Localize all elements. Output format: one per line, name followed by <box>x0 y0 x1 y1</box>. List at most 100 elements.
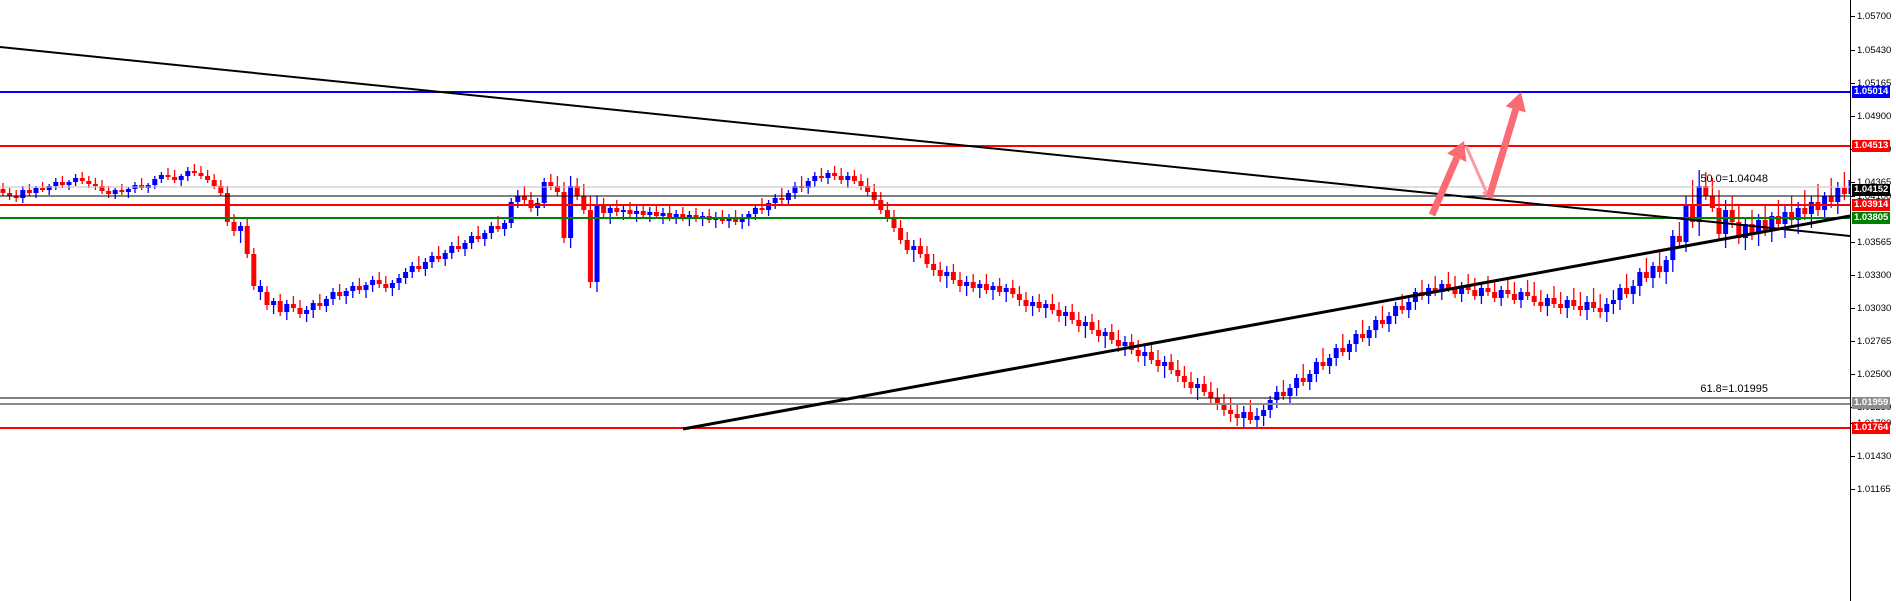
candle <box>310 300 316 318</box>
price-badge-support-green[interactable]: 1.03805 <box>1852 212 1891 224</box>
candle <box>785 190 791 206</box>
candle <box>73 174 79 186</box>
candle <box>436 246 442 262</box>
candle <box>1789 196 1795 226</box>
candle <box>1056 302 1062 322</box>
candle <box>1505 278 1511 298</box>
tick-mark <box>1851 456 1855 457</box>
candle <box>891 210 897 232</box>
price-badge-resistance-red-hi[interactable]: 1.04513 <box>1852 140 1891 152</box>
candle <box>304 306 310 322</box>
price-tick: 1.05700 <box>1851 11 1896 23</box>
candle <box>1261 404 1267 426</box>
tick-mark <box>1851 308 1855 309</box>
price-badge-last-price[interactable]: 1.04152 <box>1852 184 1891 196</box>
price-badge-support-red-low[interactable]: 1.01764 <box>1852 422 1891 434</box>
candle <box>86 176 92 188</box>
price-chart-plot[interactable]: 50.0=1.04048 61.8=1.01995 <box>0 0 1850 601</box>
tick-label: 1.03030 <box>1857 303 1892 314</box>
candle <box>957 272 963 292</box>
candle <box>1459 282 1465 302</box>
candle <box>653 205 659 219</box>
candle <box>1254 408 1260 429</box>
tick-mark <box>1851 83 1855 84</box>
candle <box>1531 282 1537 306</box>
candle <box>924 246 930 268</box>
candle <box>1485 276 1491 296</box>
horizontal-level-lines <box>0 91 1850 429</box>
candle <box>1162 356 1168 378</box>
candle <box>1030 296 1036 316</box>
price-badge-resistance-red-lo[interactable]: 1.03914 <box>1852 199 1891 211</box>
candle <box>422 258 428 276</box>
candle <box>1122 336 1128 356</box>
tick-label: 1.01430 <box>1857 451 1892 462</box>
price-tick: 1.02500 <box>1851 369 1896 381</box>
candle <box>343 288 349 304</box>
candle <box>1571 288 1577 310</box>
candle <box>950 264 956 284</box>
candle <box>297 300 303 318</box>
candle <box>475 226 481 242</box>
candle <box>469 232 475 249</box>
projection-arrow-group <box>1428 92 1526 217</box>
chart-svg: 50.0=1.04048 61.8=1.01995 <box>0 46 1850 431</box>
candle <box>79 172 85 184</box>
candle <box>1168 354 1174 374</box>
candle <box>191 164 197 176</box>
candle <box>1604 298 1610 322</box>
candle <box>363 282 369 298</box>
projection-arrow-up-1-shaft <box>1428 156 1460 217</box>
candle <box>825 170 831 184</box>
candle <box>1544 294 1550 316</box>
candle <box>1478 284 1484 304</box>
candle <box>1597 294 1603 318</box>
trendline-group <box>0 46 1850 431</box>
candle <box>429 252 435 268</box>
candle <box>581 184 587 214</box>
projection-arrow-up-2-head[interactable] <box>1505 92 1526 113</box>
candle <box>290 296 296 312</box>
candle <box>449 242 455 259</box>
candle <box>541 178 547 208</box>
candle <box>1320 348 1326 370</box>
candle <box>1010 280 1016 298</box>
fib-level-labels: 50.0=1.04048 61.8=1.01995 <box>1700 173 1768 395</box>
candle <box>904 232 910 254</box>
candle <box>594 196 600 292</box>
candle <box>383 276 389 292</box>
price-tick: 1.04365 <box>1851 177 1896 189</box>
candle <box>1419 280 1425 300</box>
candle <box>1564 296 1570 318</box>
projection-arrow-up-1-head[interactable] <box>1447 141 1467 162</box>
candle <box>53 178 59 190</box>
candle <box>112 188 118 199</box>
candle <box>878 192 884 214</box>
candle <box>389 280 395 296</box>
candle <box>1538 290 1544 312</box>
descending-trendline[interactable] <box>0 46 1850 237</box>
candle <box>1346 340 1352 360</box>
tick-mark <box>1851 50 1855 51</box>
candle <box>706 209 712 223</box>
candle <box>1577 292 1583 316</box>
tick-label: 1.02500 <box>1857 369 1892 380</box>
ascending-trendline[interactable] <box>682 214 1850 431</box>
candle <box>561 182 567 243</box>
candle <box>614 200 620 216</box>
candle <box>851 170 857 184</box>
price-badge-resistance-blue[interactable]: 1.05014 <box>1852 86 1891 98</box>
candle <box>554 176 560 196</box>
candle <box>350 282 356 298</box>
candle <box>1716 190 1722 240</box>
candle <box>1472 278 1478 300</box>
candle <box>26 184 32 196</box>
tick-mark <box>1851 16 1855 17</box>
candle <box>66 180 72 190</box>
price-badge-fib-gray-level[interactable]: 1.01959 <box>1852 397 1891 409</box>
price-scale[interactable]: 1.057001.054301.051651.049001.046301.043… <box>1850 0 1896 601</box>
candle <box>0 183 6 196</box>
candle <box>1630 280 1636 304</box>
candle <box>158 172 164 183</box>
